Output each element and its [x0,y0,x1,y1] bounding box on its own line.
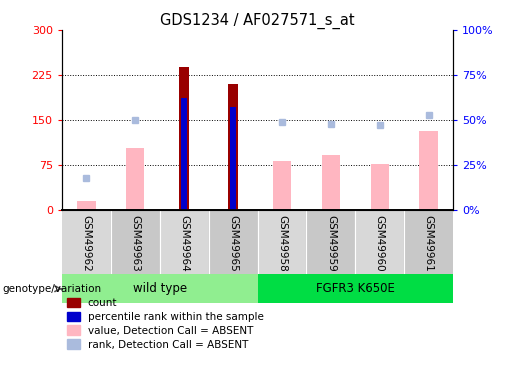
Text: GSM49959: GSM49959 [326,215,336,272]
Bar [62,210,111,274]
Text: GSM49963: GSM49963 [130,215,140,272]
Bar [272,161,291,210]
Bar [160,210,209,274]
Bar [179,67,190,210]
Bar [209,210,258,274]
Text: GSM49962: GSM49962 [81,215,91,272]
Text: genotype/variation: genotype/variation [3,284,101,294]
Text: GSM49958: GSM49958 [277,215,287,272]
Bar [404,210,453,274]
Bar [419,131,438,210]
Text: GSM49965: GSM49965 [228,215,238,272]
Title: GDS1234 / AF027571_s_at: GDS1234 / AF027571_s_at [160,12,355,28]
Text: GSM49960: GSM49960 [375,215,385,272]
Text: GSM49964: GSM49964 [179,215,189,272]
Bar [77,201,96,210]
Bar [355,210,404,274]
Bar [230,107,236,210]
Text: wild type: wild type [132,282,187,295]
Bar [258,274,453,303]
Legend: count, percentile rank within the sample, value, Detection Call = ABSENT, rank, : count, percentile rank within the sample… [67,298,264,350]
Bar [181,98,187,210]
Bar [258,210,306,274]
Bar [306,210,355,274]
Bar [321,155,340,210]
Bar [228,84,238,210]
Bar [126,148,145,210]
Text: FGFR3 K650E: FGFR3 K650E [316,282,395,295]
Text: GSM49961: GSM49961 [424,215,434,272]
Bar [111,210,160,274]
Bar [370,164,389,210]
Bar [62,274,258,303]
